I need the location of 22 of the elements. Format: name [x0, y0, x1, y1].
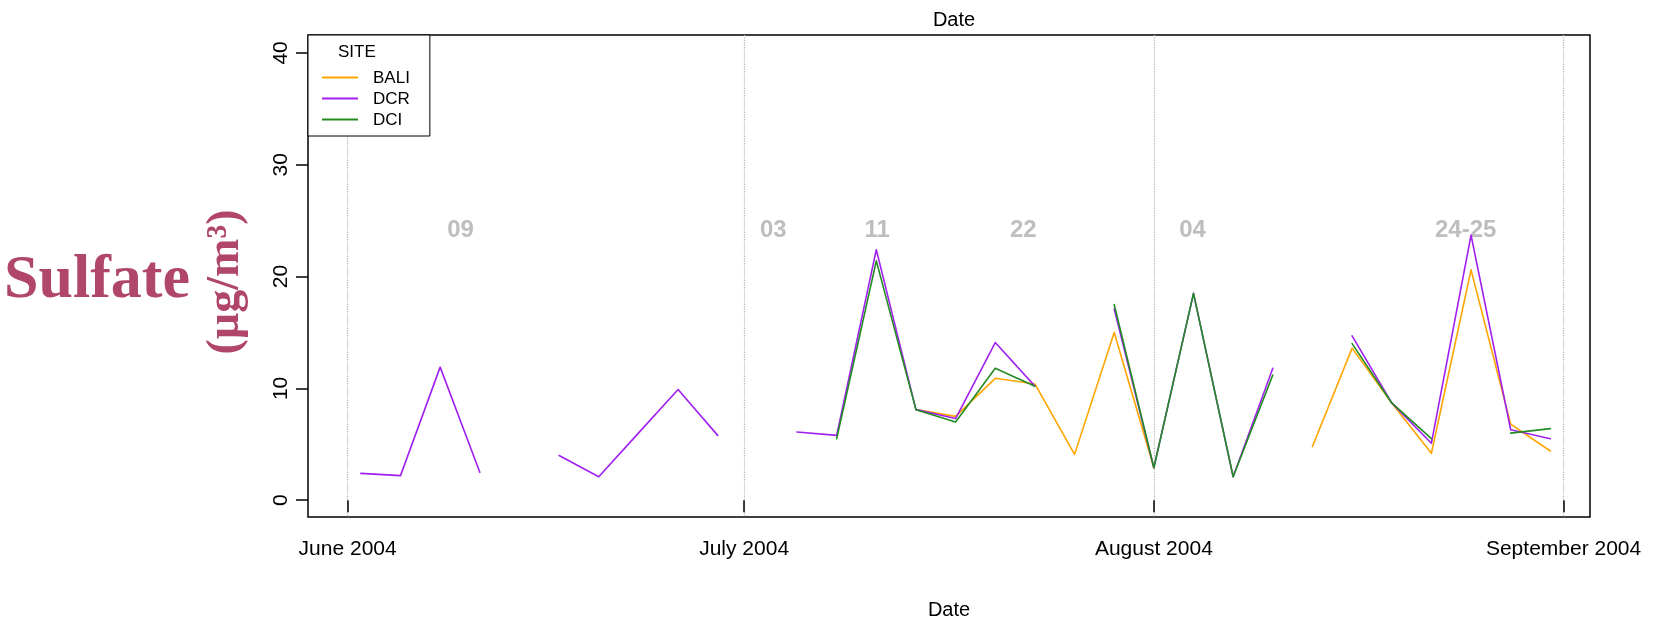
- annotation: 11: [864, 214, 890, 242]
- legend-label: DCI: [373, 110, 403, 129]
- annotation: 09: [447, 214, 474, 242]
- legend-title: SITE: [338, 42, 376, 61]
- annotation: 24-25: [1434, 214, 1497, 242]
- x-tick-label: June 2004: [298, 536, 398, 559]
- x-tick-label: August 2004: [1094, 536, 1214, 559]
- legend-label: DCR: [373, 89, 410, 108]
- y-tick-label: 30: [268, 153, 291, 177]
- y-tick-label: 10: [268, 376, 291, 401]
- annotation: 04: [1179, 214, 1207, 242]
- x-axis-title: Date: [927, 598, 971, 620]
- y-axis-title: Sulfate (µg/m³): [4, 209, 248, 355]
- chart-title: Date: [932, 8, 976, 30]
- legend-label: BALI: [373, 68, 410, 87]
- y-tick-label: 0: [268, 494, 291, 507]
- y-tick-label: 40: [268, 41, 291, 65]
- annotation: 22: [1010, 214, 1037, 242]
- x-tick-label: September 2004: [1485, 536, 1642, 559]
- x-tick-label: July 2004: [699, 536, 790, 559]
- y-tick-label: 20: [268, 264, 291, 289]
- annotation: 03: [760, 214, 787, 242]
